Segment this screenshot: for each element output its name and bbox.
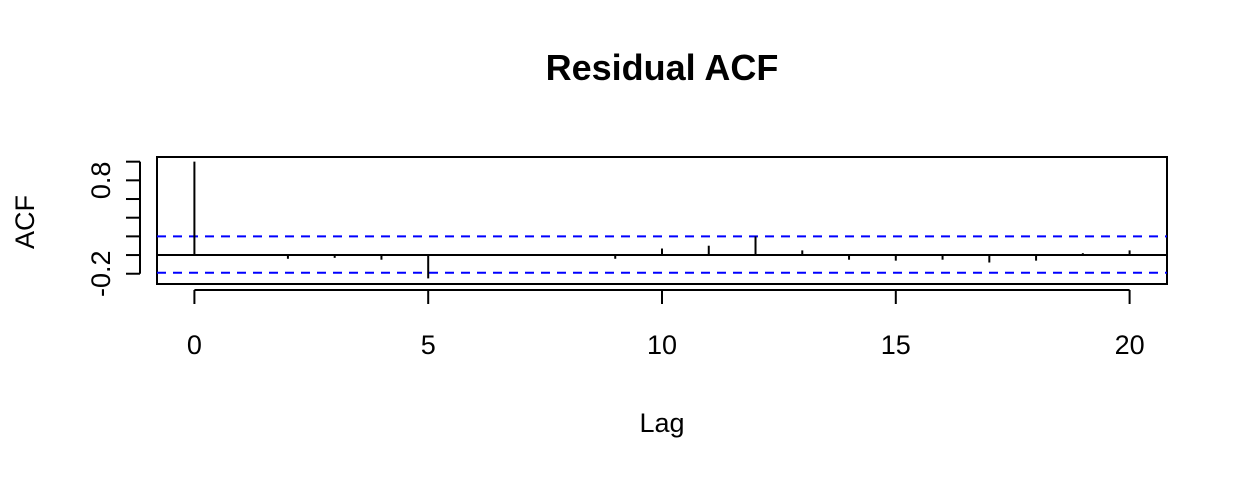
- chart-title: Residual ACF: [546, 47, 779, 88]
- x-tick-label-20: 20: [1115, 330, 1145, 360]
- x-tick-label-0: 0: [187, 330, 202, 360]
- y-tick-label-5: 0.8: [86, 162, 116, 200]
- plot-frame: [156, 156, 1168, 285]
- y-axis-label: ACF: [10, 195, 40, 249]
- x-tick-label-10: 10: [647, 330, 677, 360]
- plot-area: 0 5 10 15 20 -0.2 0.8: [86, 156, 1168, 360]
- x-axis-label: Lag: [639, 408, 684, 438]
- x-tick-label-15: 15: [881, 330, 911, 360]
- x-tick-label-5: 5: [421, 330, 436, 360]
- y-tick-label-0: -0.2: [86, 250, 116, 297]
